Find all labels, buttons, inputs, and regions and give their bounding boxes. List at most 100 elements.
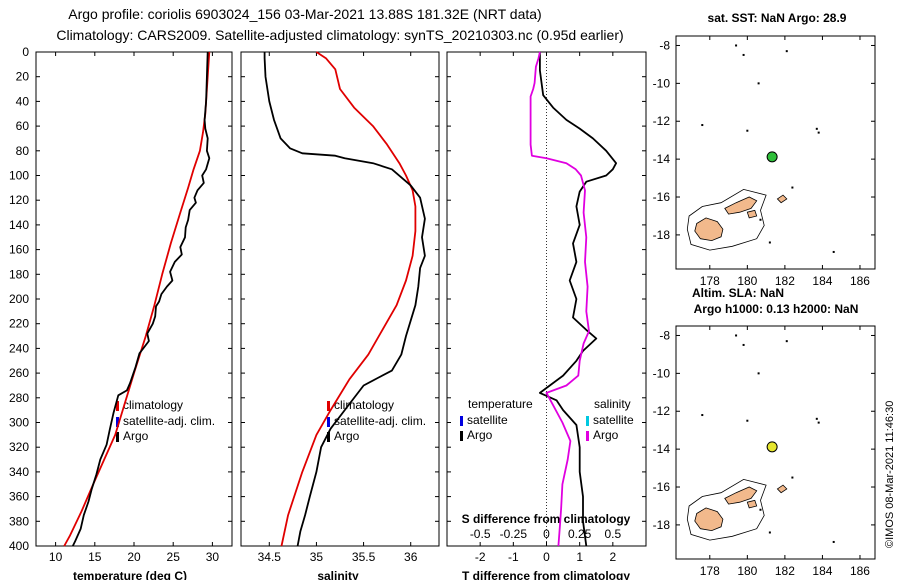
sla-lat-tick-label: -10 [653,366,671,380]
legend-swatch-satellite [327,417,330,427]
sla-islet [832,540,835,543]
series-layer [63,51,617,547]
sst-lat-tick-label: -10 [653,76,671,90]
sst-lon-tick-label: 182 [775,274,795,288]
sla-lat-tick-label: -12 [653,404,671,418]
sst-float-marker [766,151,778,163]
legend-label-s-argo: Argo [593,428,619,442]
sla-float-marker [766,441,778,453]
legend-label-argo: Argo [123,429,149,443]
s-diff-tick-label: -0.25 [500,527,528,541]
sla-lon-tick-label: 182 [775,564,795,578]
depth-tick-label: 400 [9,539,29,553]
temperature-xlabel: temperature (deg C) [73,569,187,580]
series-line-argo [71,51,211,547]
legend-swatch-argo [327,432,330,442]
sst-islet [832,250,835,253]
s-diff-tick-label: -0.5 [470,527,491,541]
depth-tick-label: 180 [9,267,29,281]
sla-islet [701,414,704,417]
legend-header-temperature: temperature [468,397,533,411]
depth-tick-label: 100 [9,169,29,183]
salinity-legend: climatology satellite-adj. clim. Argo [327,398,426,443]
legend-label-satellite: satellite-adj. clim. [334,414,426,428]
sla-island [746,499,758,509]
salinity-xlabel: salinity [317,569,359,580]
sla-lat-tick-label: -16 [653,480,671,494]
sst-islet [768,241,771,244]
sst-islet [742,53,745,56]
sla-islet [742,343,745,346]
legend-label-climatology: climatology [123,398,183,412]
sst-islet [815,127,818,130]
x-tick-label: 1 [576,550,583,564]
sst-lat-tick-label: -14 [653,152,671,166]
sst-lon-tick-label: 180 [737,274,757,288]
legend-swatch-argo [116,432,119,442]
x-tick-label: 10 [49,550,63,564]
depth-tick-label: 340 [9,465,29,479]
series-line-t-difference-argo [539,52,617,547]
legend-label-s-satellite: satellite [593,413,634,427]
sla-islet [768,531,771,534]
legend-swatch-t-argo [460,431,463,441]
maps-layer: -8 -10 -12 -14 -16 -18 178 180 182 184 186 -8 -10 -12… [653,36,875,578]
legend-label-t-satellite: satellite [467,413,508,427]
sla-map-footer: Altim. SLA: NaN [692,286,784,300]
sla-islet [791,476,794,479]
x-tick-label: 36 [404,550,418,564]
depth-tick-label: 260 [9,366,29,380]
sst-lon-tick-label: 184 [812,274,832,288]
sst-island [746,209,758,219]
x-tick-label: 30 [206,550,220,564]
sst-islet [746,129,749,132]
sst-islet [785,50,788,53]
sst-island [694,217,724,242]
t-diff-xlabel: T difference from climatology [462,569,630,580]
depth-tick-label: 60 [16,119,30,133]
s-diff-tick-label: 0.5 [604,527,621,541]
sst-island [724,196,758,215]
sst-lon-tick-label: 178 [700,274,720,288]
legend-label-argo: Argo [334,429,360,443]
depth-tick-label: 220 [9,317,29,331]
sst-lat-tick-label: -12 [653,114,671,128]
sla-islet [735,334,738,337]
sla-lon-tick-label: 178 [700,564,720,578]
x-tick-label: 15 [88,550,102,564]
depth-tick-label: 80 [16,144,30,158]
sst-islet [701,124,704,127]
depth-tick-label: 140 [9,218,29,232]
x-tick-label: 0 [543,550,550,564]
sla-islet [759,508,762,511]
series-line-climatology [63,51,211,547]
sla-island [776,484,788,494]
s-diff-tick-label: 0 [543,527,550,541]
sla-lat-tick-label: -18 [653,518,671,532]
series-line-s-difference-argo [529,51,590,547]
sst-islet [735,44,738,47]
sla-lon-tick-label: 180 [737,564,757,578]
legend-swatch-s-satellite [586,416,589,426]
sla-island [694,507,724,532]
legend-swatch-satellite [116,417,119,427]
legend-swatch-climatology [327,401,330,411]
sla-lon-tick-label: 186 [850,564,870,578]
temperature-panel-frame [35,51,233,547]
x-tick-label: 20 [127,550,141,564]
legend-label-t-argo: Argo [467,428,493,442]
series-line-argo [263,52,426,547]
x-tick-label: -1 [508,550,519,564]
s-diff-xlabel: S difference from climatology [462,512,631,526]
depth-tick-label: 380 [9,514,29,528]
x-tick-label: 25 [167,550,181,564]
sla-lon-tick-label: 184 [812,564,832,578]
sst-islet [759,218,762,221]
sla-lat-tick-label: -14 [653,442,671,456]
sla-island [724,486,758,505]
s-diff-tick-label: 0.25 [568,527,592,541]
sst-map-title: sat. SST: NaN Argo: 28.9 [708,11,847,25]
series-line-climatology [280,51,417,547]
depth-tick-label: 200 [9,292,29,306]
